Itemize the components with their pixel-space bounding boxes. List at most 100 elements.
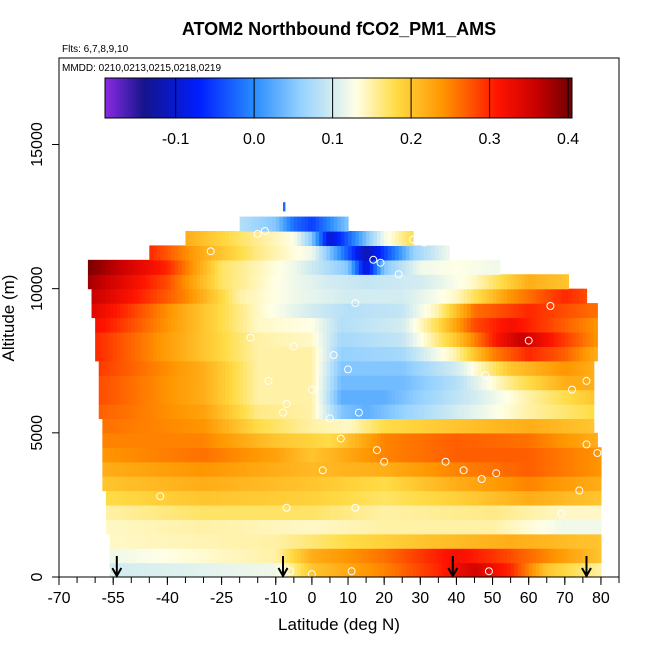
heatmap-cell <box>402 288 407 304</box>
heatmap-cell <box>427 360 432 376</box>
heatmap-cell <box>225 389 230 405</box>
heatmap-cell <box>311 346 317 362</box>
heatmap-cell <box>304 447 309 463</box>
heatmap-cell <box>171 447 176 463</box>
heatmap-cell <box>174 447 179 463</box>
heatmap-cell <box>250 533 255 549</box>
heatmap-cell <box>120 375 125 391</box>
heatmap-cell <box>593 504 598 520</box>
heatmap-cell <box>192 404 197 420</box>
heatmap-cell <box>329 288 335 304</box>
sample-point <box>372 446 381 455</box>
heatmap-cell <box>199 562 205 578</box>
heatmap-cell <box>507 274 512 290</box>
heatmap-cell <box>499 389 504 405</box>
heatmap-cell <box>261 404 266 420</box>
heatmap-cell <box>315 216 320 232</box>
heatmap-cell <box>239 389 244 405</box>
heatmap-cell <box>116 331 122 347</box>
heatmap-cell <box>268 274 273 290</box>
heatmap-cell <box>156 533 161 549</box>
heatmap-cell <box>243 303 248 319</box>
heatmap-cell <box>398 346 403 362</box>
heatmap-cell <box>134 331 140 347</box>
heatmap-cell <box>355 562 360 578</box>
heatmap-cell <box>326 490 331 506</box>
heatmap-cell <box>561 274 566 290</box>
heatmap-cell <box>178 476 183 492</box>
sample-point <box>524 336 533 345</box>
heatmap-cell <box>308 432 313 448</box>
heatmap-cell <box>214 231 219 247</box>
heatmap-cell <box>192 476 197 492</box>
heatmap-cell <box>160 389 165 405</box>
heatmap-cell <box>579 548 584 564</box>
heatmap-cell <box>441 245 447 261</box>
heatmap-cell <box>185 404 190 420</box>
heatmap-cell <box>416 432 421 448</box>
heatmap-cell <box>431 490 436 506</box>
heatmap-cell <box>525 504 530 520</box>
heatmap-cell <box>488 331 494 347</box>
heatmap-cell <box>568 331 573 347</box>
heatmap-cell <box>431 418 436 434</box>
sample-point <box>419 238 428 247</box>
heatmap-cell <box>362 231 367 247</box>
heatmap-cell <box>315 331 320 347</box>
heatmap-cell <box>409 519 414 535</box>
heatmap-cell <box>268 562 273 578</box>
heatmap-cell <box>575 418 580 434</box>
heatmap-cell <box>420 303 425 319</box>
heatmap-cell <box>340 432 346 448</box>
heatmap-cell <box>510 346 515 362</box>
heatmap-cell <box>286 375 291 391</box>
heatmap-cell <box>593 533 598 549</box>
heatmap-cell <box>373 490 378 506</box>
heatmap-cell <box>272 562 277 578</box>
heatmap-cell <box>366 548 371 564</box>
heatmap-cell <box>373 432 378 448</box>
heatmap-cell <box>196 461 201 477</box>
heatmap-cell <box>192 519 197 535</box>
heatmap-cell <box>250 418 255 434</box>
heatmap-cell <box>217 519 223 535</box>
heatmap-cell <box>348 317 353 333</box>
heatmap-cell <box>272 346 277 362</box>
heatmap-cell <box>142 476 147 492</box>
heatmap-cell <box>402 317 407 333</box>
heatmap-cell <box>376 389 382 405</box>
heatmap-cell <box>232 274 237 290</box>
heatmap-cell <box>149 259 154 275</box>
heatmap-cell <box>550 404 555 420</box>
heatmap-cell <box>366 389 371 405</box>
heatmap-cell <box>521 490 526 506</box>
heatmap-cell <box>528 476 533 492</box>
heatmap-cell <box>532 389 537 405</box>
heatmap-cell <box>521 389 526 405</box>
heatmap-cell <box>145 389 150 405</box>
heatmap-cell <box>246 288 252 304</box>
heatmap-cell <box>348 476 353 492</box>
heatmap-cell <box>301 288 306 304</box>
heatmap-cell <box>171 461 176 477</box>
heatmap-cell <box>582 490 588 506</box>
heatmap-cell <box>315 461 320 477</box>
heatmap-cell <box>113 303 118 319</box>
heatmap-cell <box>485 346 490 362</box>
heatmap-cell <box>297 476 302 492</box>
heatmap-cell <box>156 418 161 434</box>
heatmap-cell <box>348 490 353 506</box>
heatmap-cell <box>507 504 512 520</box>
heatmap-cell <box>120 418 125 434</box>
heatmap-cell <box>337 504 342 520</box>
heatmap-cell <box>127 303 132 319</box>
heatmap-cell <box>348 461 353 477</box>
heatmap-cell <box>514 432 519 448</box>
heatmap-cell <box>264 231 270 247</box>
heatmap-cell <box>510 418 515 434</box>
heatmap-cell <box>124 447 129 463</box>
heatmap-cell <box>275 231 280 247</box>
heatmap-cell <box>210 259 215 275</box>
heatmap-cell <box>579 288 584 304</box>
heatmap-cell <box>102 331 107 347</box>
